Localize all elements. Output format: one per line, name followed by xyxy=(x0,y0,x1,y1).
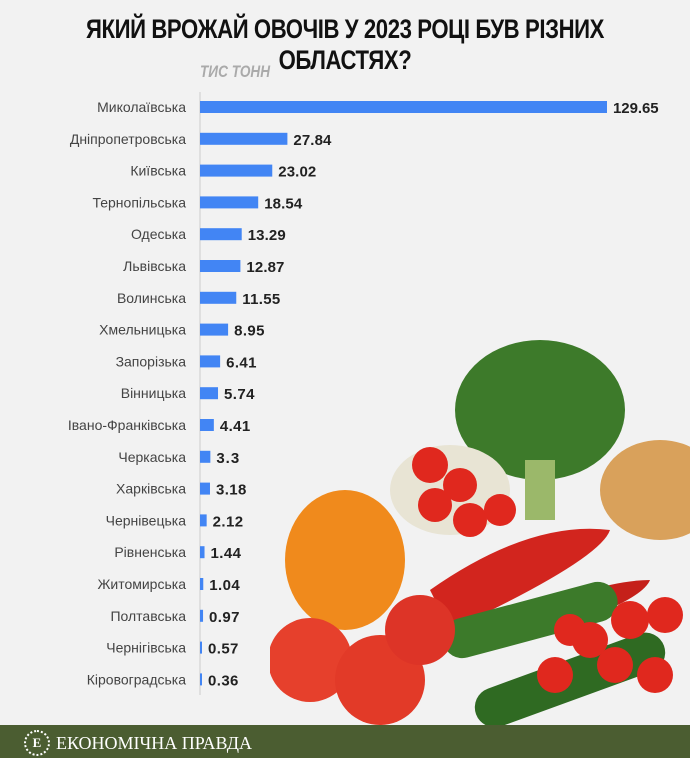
category-label: Черкаська xyxy=(118,449,186,465)
category-label: Львівська xyxy=(123,258,186,274)
value-label: 2.12 xyxy=(213,513,243,530)
bar xyxy=(200,673,202,686)
unit-label: ТИС ТОНН xyxy=(200,62,271,81)
bar xyxy=(200,260,241,272)
category-label: Дніпропетровська xyxy=(70,131,186,147)
value-label: 1.04 xyxy=(209,577,240,594)
value-label: 129.65 xyxy=(613,100,659,117)
footer: Е ЕКОНОМІЧНА ПРАВДА xyxy=(0,725,690,758)
bar-chart: Миколаївська 129.65 Дніпропетровська 27.84 К… xyxy=(68,92,659,695)
value-label: 23.02 xyxy=(278,164,316,181)
value-label: 4.41 xyxy=(220,418,250,435)
value-label: 27.84 xyxy=(293,132,332,149)
value-label: 0.57 xyxy=(208,641,238,658)
value-label: 6.41 xyxy=(226,354,256,371)
bar xyxy=(200,482,210,495)
value-label: 13.29 xyxy=(248,227,286,244)
bar xyxy=(200,291,237,304)
category-label: Хмельницька xyxy=(99,322,186,338)
category-label: Тернопільська xyxy=(92,194,186,210)
category-label: Харківська xyxy=(116,481,186,497)
brand-logo: Е ЕКОНОМІЧНА ПРАВДА xyxy=(24,730,252,756)
value-label: 11.55 xyxy=(242,291,280,308)
category-label: Чернівецька xyxy=(106,512,187,528)
bar xyxy=(200,578,204,590)
category-label: Полтавська xyxy=(110,608,186,624)
category-label: Рівненська xyxy=(114,544,186,560)
chart-title: ЯКИЙ ВРОЖАЙ ОВОЧІВ У 2023 РОЦІ БУВ РІЗНИ… xyxy=(85,14,605,75)
bar xyxy=(200,355,221,368)
brand-name: ЕКОНОМІЧНА ПРАВДА xyxy=(56,732,253,753)
category-label: Чернігівська xyxy=(106,640,186,656)
bar xyxy=(200,196,259,209)
bar xyxy=(200,323,229,336)
category-label: Одеська xyxy=(131,226,186,242)
bar xyxy=(200,450,211,463)
value-label: 0.36 xyxy=(208,672,238,689)
bar xyxy=(200,228,242,241)
value-label: 5.74 xyxy=(224,386,255,403)
value-label: 0.97 xyxy=(209,609,239,626)
category-label: Кіровоградська xyxy=(87,671,186,687)
bar xyxy=(200,164,273,177)
bar xyxy=(200,609,204,622)
value-label: 3.18 xyxy=(216,482,246,499)
category-label: Вінницька xyxy=(121,385,186,401)
category-label: Київська xyxy=(130,163,186,179)
category-label: Івано-Франківська xyxy=(68,417,186,433)
category-label: Волинська xyxy=(117,290,186,306)
logo-icon: Е xyxy=(24,730,50,756)
category-label: Житомирська xyxy=(97,576,186,592)
value-label: 12.87 xyxy=(246,259,284,276)
bar xyxy=(200,419,214,431)
bar xyxy=(200,387,219,400)
value-label: 1.44 xyxy=(211,545,242,562)
bar xyxy=(200,546,205,559)
value-label: 3.3 xyxy=(216,450,239,467)
category-label: Запорізька xyxy=(116,353,187,369)
bar xyxy=(200,132,288,145)
value-label: 18.54 xyxy=(264,195,303,212)
bar xyxy=(200,641,202,654)
vegetables-illustration xyxy=(270,340,690,725)
bar xyxy=(200,101,607,113)
category-label: Миколаївська xyxy=(97,99,186,115)
value-label: 8.95 xyxy=(234,323,264,340)
bar xyxy=(200,514,207,527)
